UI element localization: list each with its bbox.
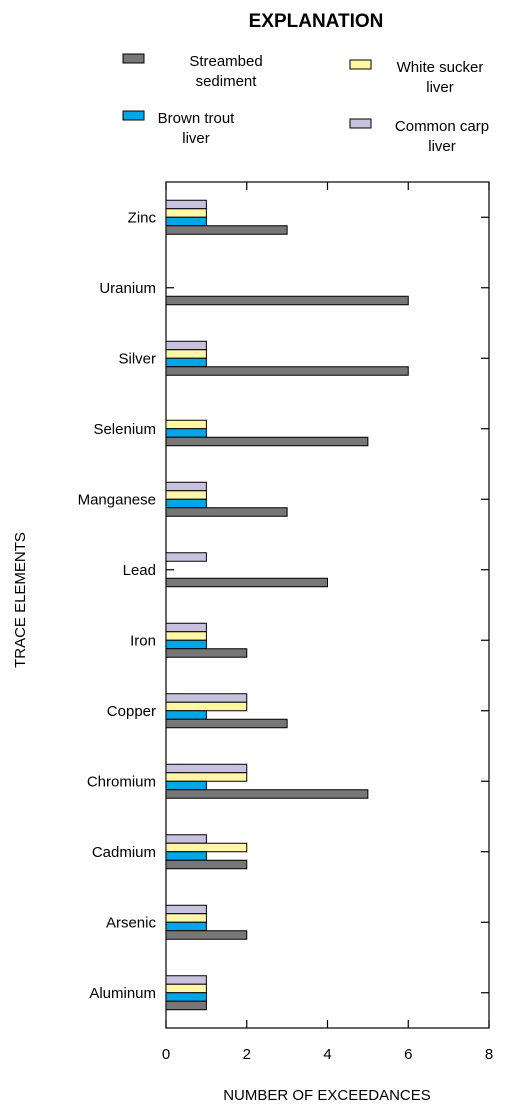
bar-brown-trout-liver-selenium (165, 428, 207, 438)
legend-label: liver (428, 138, 456, 155)
bar-brown-trout-liver-silver (165, 357, 207, 368)
bar-common-carp-liver-cadmium (165, 834, 207, 844)
legend-label: White sucker (397, 59, 484, 76)
explanation-title: EXPLANATION (249, 11, 384, 32)
bar-streambed-sediment-lead (165, 577, 328, 588)
category-label: Cadmium (92, 844, 156, 861)
x-tick-label: 0 (162, 1046, 170, 1063)
legend-label: liver (426, 79, 454, 96)
legend-item-streambed-sediment: Streambed sediment (122, 53, 263, 90)
legend-label: Brown trout (158, 110, 236, 127)
bar-white-sucker-liver-chromium (165, 772, 248, 782)
category-label: Zinc (128, 209, 157, 226)
bar-common-carp-liver-aluminum (165, 975, 207, 985)
bar-common-carp-liver-arsenic (165, 904, 207, 915)
bar-white-sucker-liver-zinc (165, 208, 207, 218)
bar-common-carp-liver-chromium (165, 763, 248, 774)
bar-streambed-sediment-cadmium (165, 859, 248, 870)
bar-brown-trout-liver-aluminum (165, 992, 207, 1002)
category-label: Arsenic (106, 914, 157, 931)
bar-brown-trout-liver-cadmium (165, 851, 207, 861)
plot-area: 0 2 4 6 8 Zinc Uranium Silver Selenium Manganese L… (78, 181, 493, 1063)
bar-brown-trout-liver-manganese (165, 498, 207, 509)
bar-white-sucker-liver-silver (165, 349, 207, 359)
bar-streambed-sediment-chromium (165, 789, 369, 799)
y-axis-title: TRACE ELEMENTS (12, 532, 29, 668)
legend-label: liver (182, 130, 210, 147)
legend-item-common-carp-liver: Common carp liver (349, 118, 489, 155)
legend-swatch-common-carp-liver (349, 118, 372, 129)
bar-common-carp-liver-iron (165, 622, 207, 633)
x-tick-label: 6 (404, 1046, 412, 1063)
bar-white-sucker-liver-iron (165, 631, 207, 641)
legend-swatch-brown-trout-liver (122, 110, 145, 121)
category-label: Manganese (78, 491, 156, 508)
bar-brown-trout-liver-arsenic (165, 921, 207, 932)
bar-streambed-sediment-iron (165, 648, 248, 658)
category-label: Iron (130, 632, 156, 649)
x-axis-title: NUMBER OF EXCEEDANCES (223, 1087, 431, 1104)
category-label: Uranium (99, 280, 156, 297)
bar-streambed-sediment-silver (165, 366, 409, 376)
legend-item-brown-trout-liver: Brown trout liver (122, 110, 236, 147)
bar-brown-trout-liver-iron (165, 639, 207, 650)
bar-streambed-sediment-uranium (165, 295, 409, 306)
category-label: Selenium (93, 421, 156, 438)
bar-streambed-sediment-copper (165, 718, 288, 729)
x-tick-label: 2 (243, 1046, 251, 1063)
bar-streambed-sediment-zinc (165, 225, 288, 235)
category-label: Silver (118, 350, 156, 367)
bar-brown-trout-liver-copper (165, 710, 207, 720)
bar-white-sucker-liver-aluminum (165, 983, 207, 994)
bar-common-carp-liver-copper (165, 693, 248, 703)
legend-label: sediment (196, 73, 258, 90)
bar-white-sucker-liver-manganese (165, 490, 207, 500)
legend-item-white-sucker-liver: White sucker liver (349, 59, 484, 96)
bar-brown-trout-liver-zinc (165, 216, 207, 227)
bar-streambed-sediment-aluminum (165, 1000, 207, 1011)
legend-swatch-streambed-sediment (122, 53, 145, 64)
bar-streambed-sediment-manganese (165, 507, 288, 517)
bar-common-carp-liver-manganese (165, 481, 207, 492)
x-tick-label: 4 (323, 1046, 331, 1063)
plot-frame (165, 181, 490, 1029)
category-label: Chromium (87, 773, 156, 790)
bar-white-sucker-liver-copper (165, 701, 248, 712)
bar-common-carp-liver-silver (165, 340, 207, 351)
legend-label: Common carp (395, 118, 489, 135)
bar-white-sucker-liver-cadmium (165, 842, 248, 853)
category-label: Lead (123, 562, 156, 579)
category-label: Aluminum (89, 985, 156, 1002)
x-tick-label: 8 (485, 1046, 493, 1063)
legend-label: Streambed (189, 53, 262, 70)
bar-common-carp-liver-zinc (165, 199, 207, 210)
category-label: Copper (107, 703, 156, 720)
legend-swatch-white-sucker-liver (349, 59, 372, 70)
bar-white-sucker-liver-arsenic (165, 913, 207, 923)
bar-white-sucker-liver-selenium (165, 419, 207, 430)
bar-streambed-sediment-arsenic (165, 930, 248, 940)
bar-common-carp-liver-lead (165, 552, 207, 562)
bar-brown-trout-liver-chromium (165, 780, 207, 791)
bar-streambed-sediment-selenium (165, 436, 369, 447)
